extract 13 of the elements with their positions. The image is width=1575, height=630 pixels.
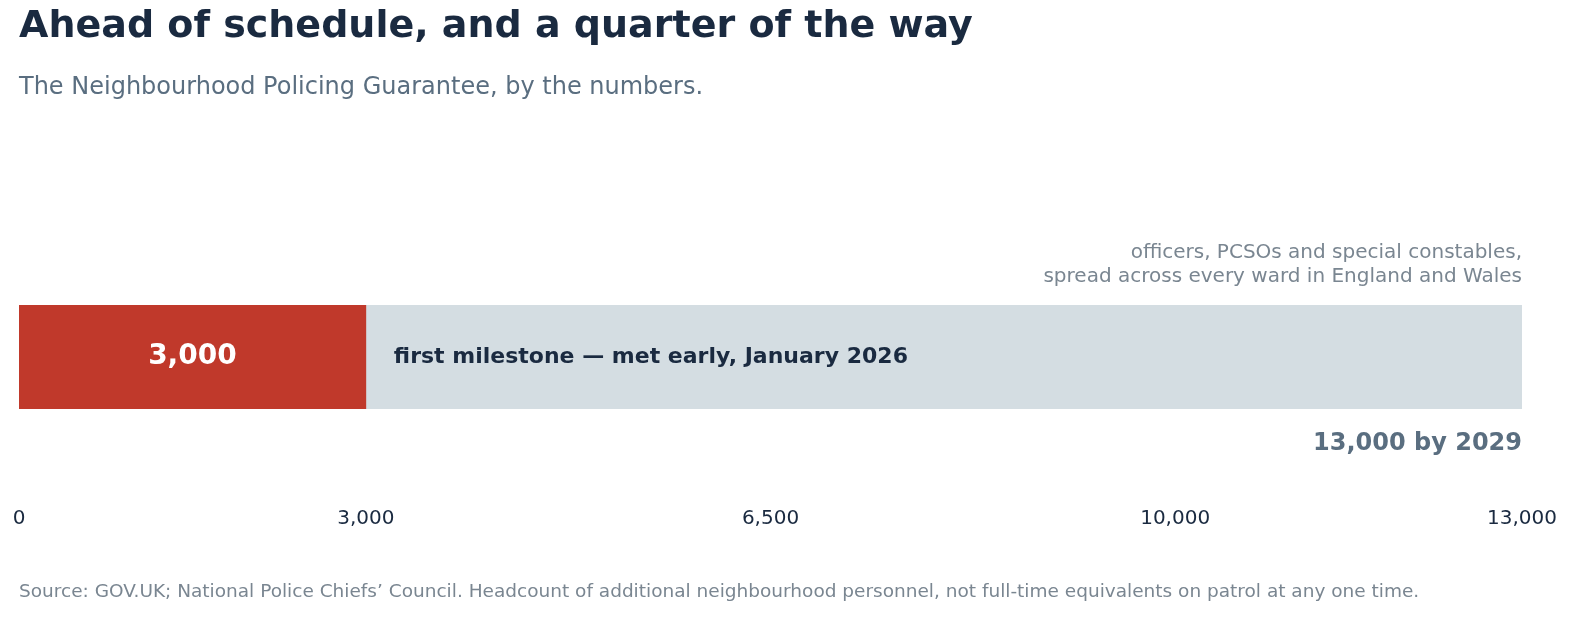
x-tick-label: 3,000: [337, 505, 395, 530]
text: spread across every ward in England and Wales: [1043, 263, 1522, 288]
annotation: first milestone — met early, January 2026: [393, 342, 908, 368]
x-tick-label: 13,000: [1487, 505, 1557, 530]
x-tick-label: 10,000: [1140, 505, 1211, 530]
x-tick-label: 6,500: [741, 505, 800, 530]
text: 13,000 by 2029: [1313, 428, 1522, 457]
data-label: 3,000: [148, 338, 237, 372]
text: officers, PCSOs and special constables,: [1130, 239, 1522, 264]
x-tick-label: 0: [12, 505, 26, 530]
chart-title: Ahead of schedule, and a quarter of the way: [19, 2, 973, 46]
source-note: Source: GOV.UK; National Police Chiefs’ Council. Headcount of additional neighbourhood personnel, not full-time equivalents on patrol at any one time.: [19, 580, 1420, 601]
chart-subtitle: The Neighbourhood Policing Guarantee, by the numbers.: [19, 72, 704, 100]
